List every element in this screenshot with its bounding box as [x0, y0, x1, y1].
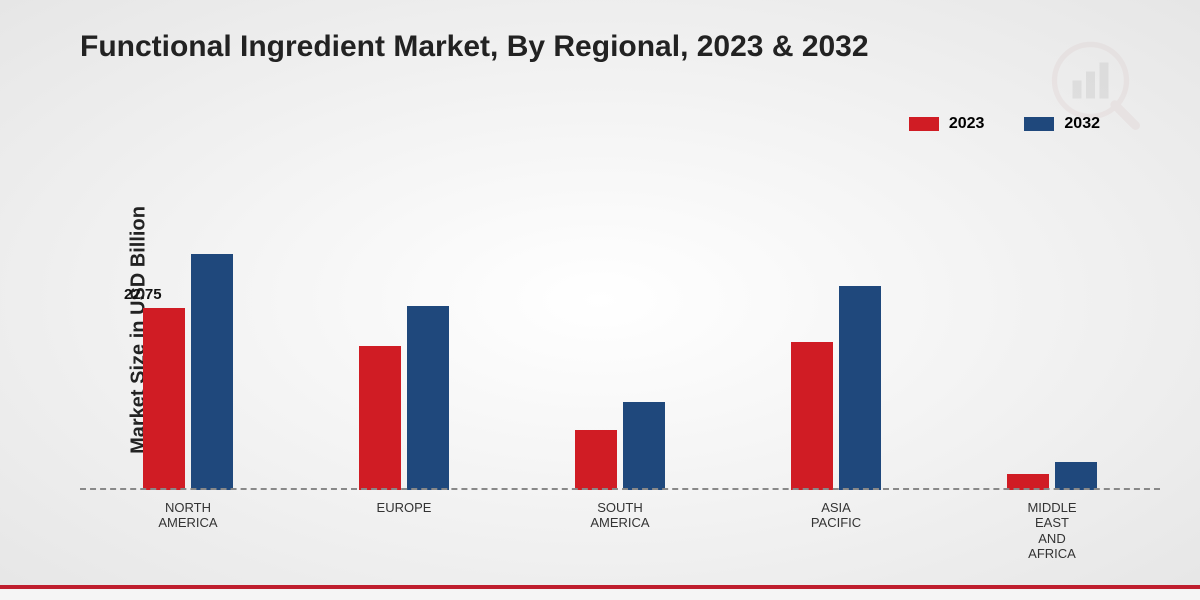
bar — [359, 346, 401, 490]
bar — [1055, 462, 1097, 490]
x-axis-category-label: SOUTH AMERICA — [560, 500, 680, 562]
legend-item-2032: 2032 — [1024, 115, 1100, 133]
bar-group — [992, 462, 1112, 490]
baseline — [80, 488, 1160, 490]
bar-group — [560, 402, 680, 490]
x-axis-labels: NORTH AMERICA EUROPE SOUTH AMERICA ASIA PAC… — [80, 500, 1160, 562]
legend-swatch-2032 — [1024, 117, 1054, 131]
legend-label-2023: 2023 — [949, 115, 985, 133]
x-axis-category-label: MIDDLE EAST AND AFRICA — [992, 500, 1112, 562]
footer-bar — [0, 585, 1200, 600]
bar — [791, 342, 833, 490]
bar — [407, 306, 449, 490]
x-axis-category-label: NORTH AMERICA — [128, 500, 248, 562]
bar — [575, 430, 617, 490]
bar-group — [344, 306, 464, 490]
chart-title: Functional Ingredient Market, By Regiona… — [80, 30, 869, 64]
legend-item-2023: 2023 — [909, 115, 985, 133]
legend: 2023 2032 — [909, 115, 1100, 133]
x-axis-category-label: EUROPE — [344, 500, 464, 562]
legend-label-2032: 2032 — [1064, 115, 1100, 133]
bar — [191, 254, 233, 490]
bar-group — [776, 286, 896, 490]
chart-plot-area: 22.75 — [80, 170, 1160, 490]
bar — [623, 402, 665, 490]
bar-value-label: 22.75 — [124, 286, 162, 303]
bar-groups: 22.75 — [80, 170, 1160, 490]
bar — [839, 286, 881, 490]
legend-swatch-2023 — [909, 117, 939, 131]
footer-base — [0, 589, 1200, 600]
bar — [143, 308, 185, 490]
bar-group: 22.75 — [128, 254, 248, 490]
x-axis-category-label: ASIA PACIFIC — [776, 500, 896, 562]
